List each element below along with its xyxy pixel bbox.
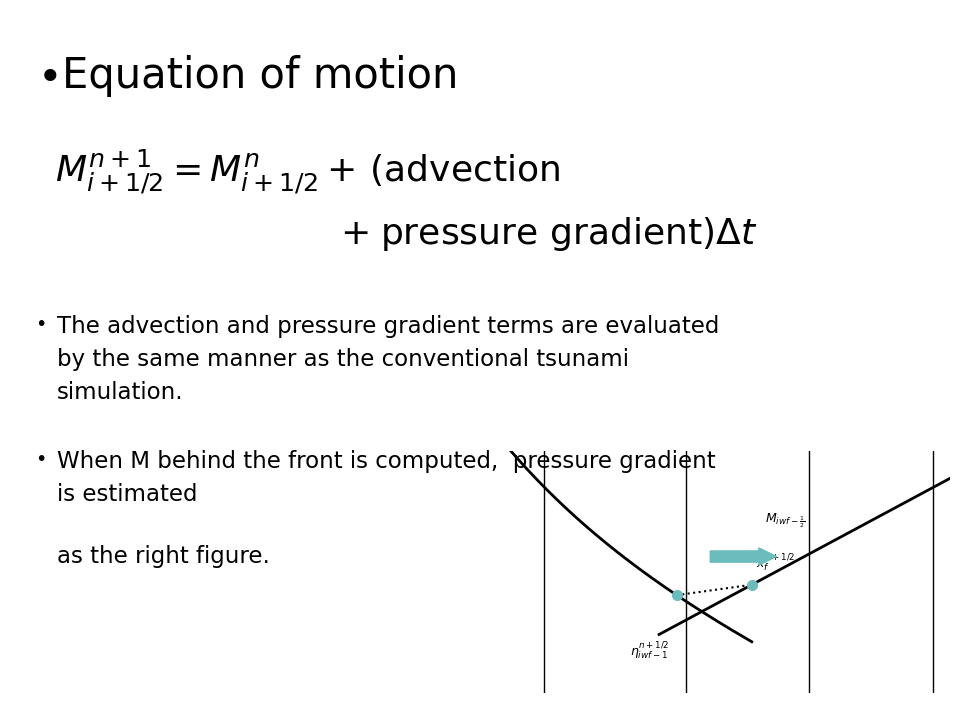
Text: Equation of motion: Equation of motion [62, 55, 458, 97]
FancyArrow shape [710, 548, 777, 565]
Text: $M_{i+1/2}^{n+1} = M_{i+1/2}^{n} + \,\mathsf{(advection}$: $M_{i+1/2}^{n+1} = M_{i+1/2}^{n} + \,\ma… [55, 148, 561, 197]
Text: The advection and pressure gradient terms are evaluated
by the same manner as th: The advection and pressure gradient term… [57, 315, 719, 404]
Text: •: • [35, 450, 46, 469]
Text: $\eta_{iwf-1}^{n+1/2}$: $\eta_{iwf-1}^{n+1/2}$ [630, 640, 670, 662]
Text: $+ \; \mathsf{pressure \ gradient)}\Delta t$: $+ \; \mathsf{pressure \ gradient)}\Delt… [340, 215, 757, 253]
Text: •: • [35, 315, 46, 334]
Text: When M behind the front is computed,  pressure gradient
is estimated: When M behind the front is computed, pre… [57, 450, 715, 506]
Text: $x_f^{n+1/2}$: $x_f^{n+1/2}$ [756, 552, 796, 574]
Text: as the right figure.: as the right figure. [57, 545, 270, 568]
Text: $M_{iwf-\frac{1}{2}}$: $M_{iwf-\frac{1}{2}}$ [765, 511, 805, 530]
Text: •: • [38, 58, 62, 100]
